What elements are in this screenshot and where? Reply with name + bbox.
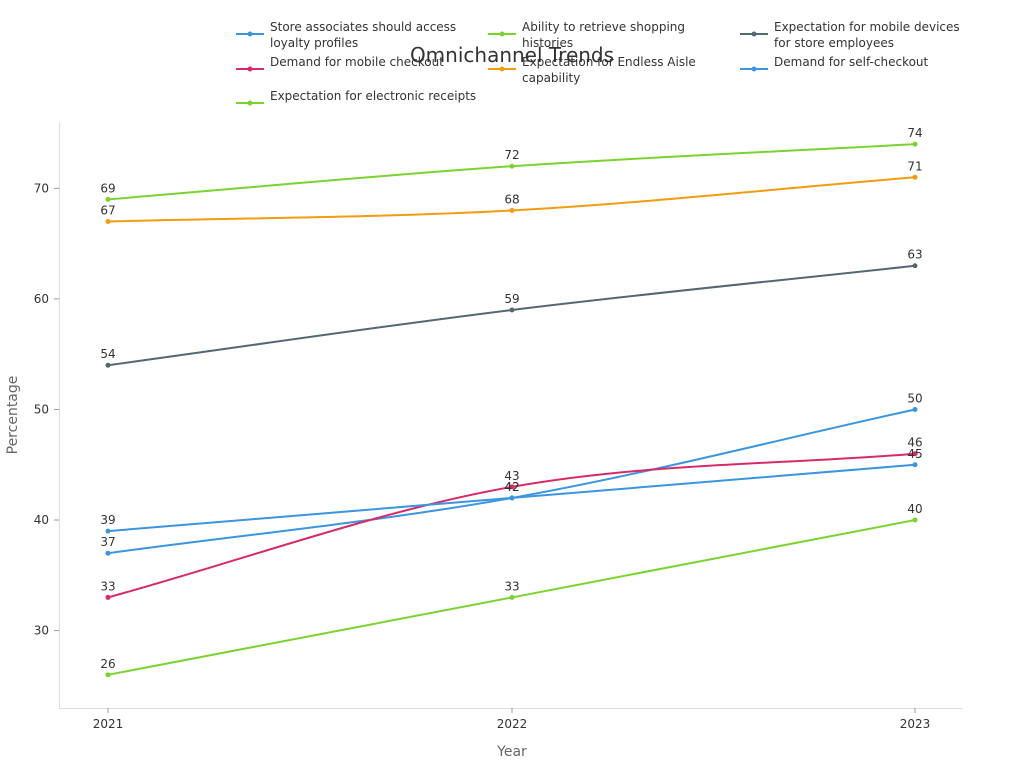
data-label: 71 bbox=[907, 159, 922, 173]
legend-item-demand-for-mobile-checkout[interactable]: Demand for mobile checkout bbox=[236, 55, 444, 72]
data-point bbox=[509, 495, 515, 501]
data-point bbox=[912, 406, 918, 412]
data-label: 26 bbox=[100, 657, 115, 671]
chart-axes bbox=[59, 122, 963, 709]
data-label: 63 bbox=[907, 248, 922, 262]
x-tick-label: 2022 bbox=[497, 717, 528, 731]
data-labels: 3742506972745459633343466768713942452633… bbox=[100, 126, 922, 671]
legend-label: Ability to retrieve shopping histories bbox=[522, 20, 685, 50]
data-label: 40 bbox=[907, 502, 922, 516]
data-point bbox=[105, 594, 111, 600]
y-tick-label: 30 bbox=[34, 624, 49, 638]
data-point bbox=[912, 174, 918, 180]
legend-label: Demand for self-checkout bbox=[774, 55, 929, 69]
series-line bbox=[107, 264, 916, 367]
series-expectation-for-electronic-receipts bbox=[105, 517, 918, 678]
data-label: 42 bbox=[504, 480, 519, 494]
data-label: 68 bbox=[504, 192, 519, 206]
data-label: 46 bbox=[907, 436, 922, 450]
legend-swatch-marker bbox=[499, 66, 505, 72]
y-tick-label: 50 bbox=[34, 402, 49, 416]
data-point bbox=[105, 550, 111, 556]
legend-swatch-marker bbox=[499, 31, 505, 37]
data-label: 37 bbox=[100, 535, 115, 549]
legend-label: Expectation for electronic receipts bbox=[270, 89, 476, 103]
legend-label: Store associates should access loyalty pr… bbox=[270, 20, 456, 50]
legend-swatch-marker bbox=[751, 31, 757, 37]
series-ability-to-retrieve-shopping-histories bbox=[105, 141, 918, 202]
data-point bbox=[912, 263, 918, 269]
legend-item-demand-for-self-checkout[interactable]: Demand for self-checkout bbox=[740, 55, 929, 72]
data-label: 67 bbox=[100, 204, 115, 218]
series-expectation-for-mobile-devices-for-store-employees bbox=[105, 263, 918, 368]
series-demand-for-self-checkout bbox=[105, 462, 918, 534]
chart-legend: Store associates should access loyalty pr… bbox=[236, 20, 960, 106]
data-point bbox=[912, 141, 918, 147]
legend-label: Demand for mobile checkout bbox=[270, 55, 444, 69]
data-label: 43 bbox=[504, 469, 519, 483]
legend-label: Expectation for Endless Aisle capability bbox=[522, 55, 696, 85]
y-tick-label: 60 bbox=[34, 292, 49, 306]
data-label: 74 bbox=[907, 126, 922, 140]
legend-label: Expectation for mobile devices for store … bbox=[774, 20, 960, 50]
data-label: 33 bbox=[504, 579, 519, 593]
data-label: 69 bbox=[100, 181, 115, 195]
series-expectation-for-endless-aisle-capability bbox=[105, 174, 918, 225]
legend-swatch-marker bbox=[751, 66, 757, 72]
data-label: 42 bbox=[504, 480, 519, 494]
data-label: 59 bbox=[504, 292, 519, 306]
data-label: 39 bbox=[100, 513, 115, 527]
series-demand-for-mobile-checkout bbox=[105, 451, 918, 600]
data-label: 33 bbox=[100, 579, 115, 593]
data-point bbox=[105, 219, 111, 225]
data-point bbox=[912, 462, 918, 468]
y-tick-label: 40 bbox=[34, 513, 49, 527]
y-axis-label: Percentage bbox=[5, 376, 21, 455]
legend-item-ability-to-retrieve-shopping-histories[interactable]: Ability to retrieve shopping histories bbox=[488, 20, 685, 50]
x-axis-label: Year bbox=[496, 744, 527, 760]
x-tick-label: 2023 bbox=[900, 717, 931, 731]
data-point bbox=[509, 307, 515, 313]
x-axis-ticks: 2021 2022 2023 bbox=[93, 708, 931, 731]
data-point bbox=[509, 484, 515, 490]
legend-swatch-marker bbox=[247, 66, 253, 72]
data-point bbox=[105, 528, 111, 534]
chart-series bbox=[105, 141, 918, 678]
data-label: 72 bbox=[504, 148, 519, 162]
data-label: 45 bbox=[907, 447, 922, 461]
legend-item-store-associates-should-access-loyalty-profiles[interactable]: Store associates should access loyalty pr… bbox=[236, 20, 456, 50]
data-point bbox=[509, 163, 515, 169]
legend-swatch-marker bbox=[247, 100, 253, 106]
data-point bbox=[105, 672, 111, 678]
chart-title: Omnichannel Trends bbox=[410, 43, 614, 67]
data-point bbox=[105, 196, 111, 202]
data-point bbox=[105, 362, 111, 368]
x-tick-label: 2021 bbox=[93, 717, 124, 731]
legend-item-expectation-for-endless-aisle-capability[interactable]: Expectation for Endless Aisle capability bbox=[488, 55, 696, 85]
data-point bbox=[509, 207, 515, 213]
y-tick-label: 70 bbox=[34, 181, 49, 195]
data-point bbox=[509, 594, 515, 600]
data-label: 54 bbox=[100, 347, 115, 361]
legend-swatch-marker bbox=[247, 31, 253, 37]
legend-item-expectation-for-mobile-devices-for-store-employees[interactable]: Expectation for mobile devices for store … bbox=[740, 20, 960, 50]
legend-item-expectation-for-electronic-receipts[interactable]: Expectation for electronic receipts bbox=[236, 89, 476, 106]
y-axis-ticks: 30 40 50 60 70 bbox=[34, 181, 59, 638]
data-point bbox=[912, 517, 918, 523]
data-point bbox=[912, 451, 918, 457]
data-label: 50 bbox=[907, 391, 922, 405]
